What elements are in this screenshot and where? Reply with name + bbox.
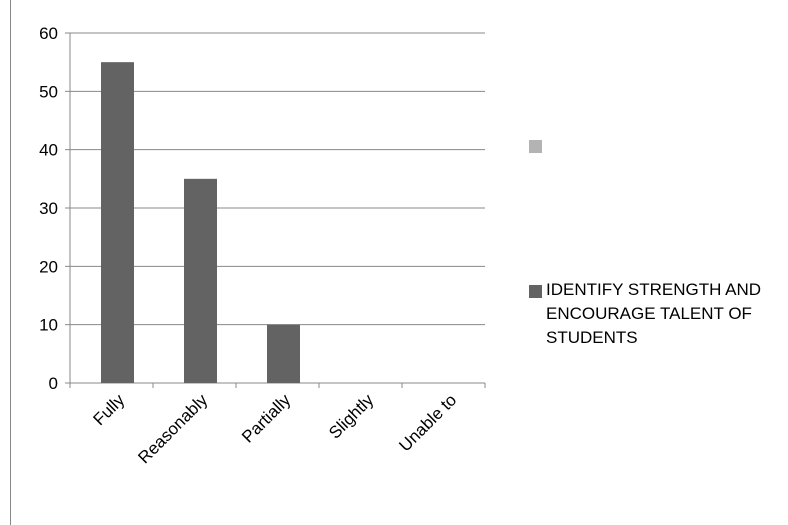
bar xyxy=(267,324,300,383)
bar xyxy=(184,178,217,383)
bar xyxy=(101,62,134,384)
legend-marker xyxy=(529,285,542,298)
y-tick-label: 50 xyxy=(39,82,58,101)
x-tick-label: Fully xyxy=(90,390,129,429)
x-tick-label: Slightly xyxy=(325,390,378,443)
x-tick-label: Unable to xyxy=(395,390,460,455)
legend-label: IDENTIFY STRENGTH AND ENCOURAGE TALENT O… xyxy=(546,280,762,347)
x-tick-label: Partially xyxy=(238,390,295,447)
y-tick-label: 20 xyxy=(39,257,58,276)
y-tick-label: 60 xyxy=(39,24,58,43)
y-tick-label: 0 xyxy=(49,374,58,393)
y-tick-label: 40 xyxy=(39,141,58,160)
legend-marker-unnamed xyxy=(529,140,542,153)
chart-border xyxy=(10,0,11,525)
x-tick-label: Reasonably xyxy=(134,390,211,467)
y-tick-label: 10 xyxy=(39,316,58,335)
y-tick-label: 30 xyxy=(39,199,58,218)
